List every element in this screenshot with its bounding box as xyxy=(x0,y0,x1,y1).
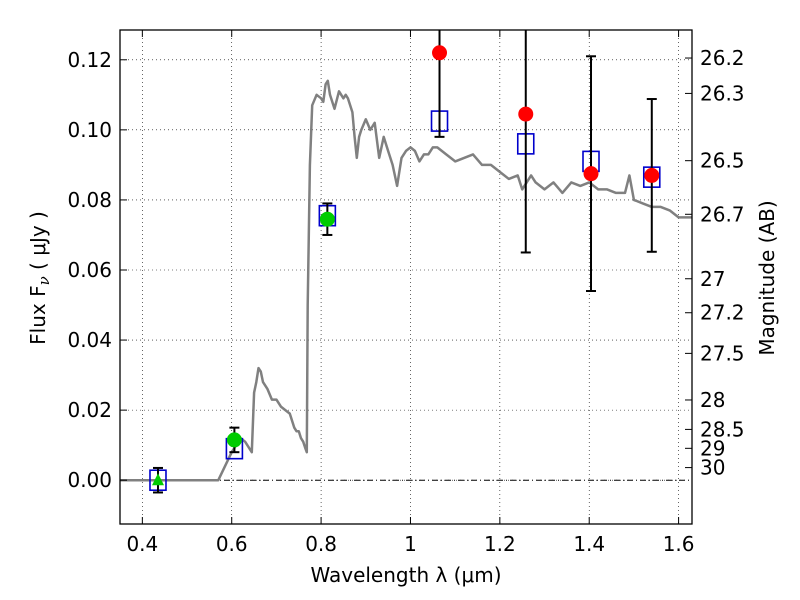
red-data-point xyxy=(583,166,599,182)
right-tick-label: 27.5 xyxy=(700,341,745,365)
x-tick-label: 1 xyxy=(404,532,417,556)
right-tick-label: 27 xyxy=(700,267,725,291)
y-tick-label: 0.12 xyxy=(67,48,112,72)
right-tick-label: 26.2 xyxy=(700,46,745,70)
plot-area xyxy=(120,30,692,494)
upper-limit-triangle xyxy=(151,473,164,486)
y-axis-label: Flux Fν ( μJy ) xyxy=(26,211,53,345)
right-tick-label: 27.2 xyxy=(700,301,745,325)
red-data-point xyxy=(432,45,448,61)
right-tick-label: 28 xyxy=(700,388,725,412)
axis-ticks: 0.4 0.6 0.8 1 1.2 1.4 1.6 0.00 0.02 0.04 0.06 0.08 0… xyxy=(67,30,745,556)
axes-frame xyxy=(119,29,693,525)
y-tick-label: 0.02 xyxy=(67,398,112,422)
x-tick-label: 1.4 xyxy=(573,532,605,556)
green-data-point xyxy=(319,211,335,227)
grid xyxy=(120,30,692,524)
x-tick-label: 0.4 xyxy=(126,532,158,556)
y-axis-label-text: Flux F xyxy=(26,285,50,344)
x-tick-label: 1.2 xyxy=(484,532,516,556)
right-tick-label: 29 xyxy=(700,436,725,460)
sed-model-line xyxy=(120,79,692,482)
y-axis-label-subscript: ν xyxy=(35,276,53,285)
x-tick-label: 0.8 xyxy=(305,532,337,556)
right-axis-label: Magnitude (AB) xyxy=(755,200,779,355)
right-tick-label: 26.7 xyxy=(700,202,745,226)
y-tick-label: 0.04 xyxy=(67,328,112,352)
y-tick-label: 0.08 xyxy=(67,188,112,212)
y-tick-label: 0.06 xyxy=(67,258,112,282)
x-tick-label: 1.6 xyxy=(663,532,695,556)
y-tick-label: 0.10 xyxy=(67,118,112,142)
green-data-point xyxy=(226,432,242,448)
right-tick-label: 26.5 xyxy=(700,149,745,173)
red-data-point xyxy=(518,106,534,122)
x-axis-label: Wavelength λ (μm) xyxy=(310,563,501,587)
y-tick-label: 0.00 xyxy=(67,468,112,492)
right-tick-label: 28.5 xyxy=(700,417,745,441)
right-tick-label: 30 xyxy=(700,456,725,480)
right-tick-label: 26.3 xyxy=(700,81,745,105)
y-axis-label-unit: ( μJy ) xyxy=(26,211,50,276)
red-data-point xyxy=(644,167,660,183)
x-tick-label: 0.6 xyxy=(216,532,248,556)
